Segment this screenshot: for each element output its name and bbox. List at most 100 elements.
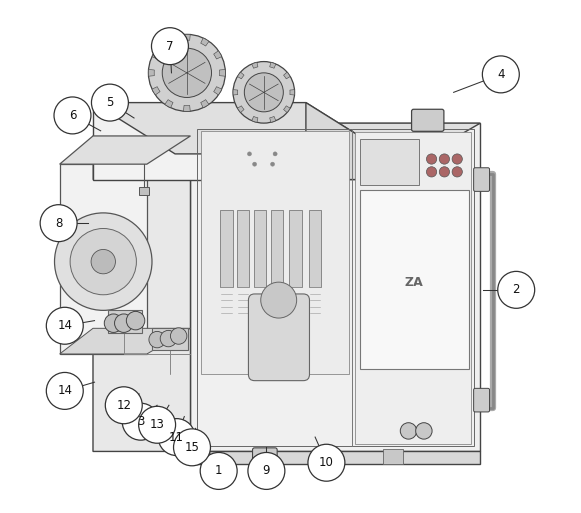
Circle shape bbox=[261, 282, 297, 318]
Circle shape bbox=[400, 423, 417, 439]
Polygon shape bbox=[284, 72, 290, 79]
Polygon shape bbox=[220, 69, 225, 76]
Circle shape bbox=[174, 429, 210, 466]
Circle shape bbox=[248, 152, 252, 156]
Circle shape bbox=[273, 152, 277, 156]
Circle shape bbox=[253, 162, 257, 166]
Polygon shape bbox=[191, 451, 480, 464]
Polygon shape bbox=[184, 34, 190, 40]
Polygon shape bbox=[290, 90, 295, 95]
Circle shape bbox=[152, 28, 188, 65]
Circle shape bbox=[452, 167, 462, 177]
Polygon shape bbox=[148, 69, 155, 76]
Polygon shape bbox=[309, 210, 321, 287]
Circle shape bbox=[200, 452, 237, 489]
Circle shape bbox=[139, 406, 175, 443]
Circle shape bbox=[160, 330, 177, 347]
Circle shape bbox=[149, 331, 166, 348]
Circle shape bbox=[158, 419, 195, 456]
Polygon shape bbox=[214, 87, 222, 95]
Circle shape bbox=[40, 205, 77, 242]
Circle shape bbox=[162, 48, 211, 97]
Text: 1: 1 bbox=[215, 464, 223, 478]
Text: 8: 8 bbox=[55, 216, 62, 230]
Circle shape bbox=[91, 249, 116, 274]
Circle shape bbox=[245, 73, 284, 112]
Polygon shape bbox=[139, 187, 149, 195]
Text: 14: 14 bbox=[58, 384, 72, 398]
Polygon shape bbox=[383, 449, 403, 464]
Text: 4: 4 bbox=[497, 68, 504, 81]
Text: 6: 6 bbox=[69, 109, 76, 122]
Circle shape bbox=[482, 56, 519, 93]
Circle shape bbox=[426, 154, 437, 164]
Polygon shape bbox=[60, 136, 191, 164]
Polygon shape bbox=[271, 210, 284, 287]
Polygon shape bbox=[200, 131, 350, 374]
Polygon shape bbox=[220, 210, 232, 287]
Polygon shape bbox=[289, 210, 302, 287]
Circle shape bbox=[122, 403, 159, 440]
Polygon shape bbox=[252, 63, 258, 68]
Polygon shape bbox=[360, 139, 419, 185]
Text: 14: 14 bbox=[58, 319, 72, 332]
Polygon shape bbox=[152, 51, 160, 59]
Polygon shape bbox=[270, 116, 276, 122]
Circle shape bbox=[233, 62, 295, 123]
Polygon shape bbox=[93, 103, 306, 180]
Polygon shape bbox=[191, 123, 480, 451]
Polygon shape bbox=[306, 103, 388, 180]
Polygon shape bbox=[354, 132, 471, 444]
Polygon shape bbox=[200, 38, 209, 46]
Circle shape bbox=[54, 97, 91, 134]
Polygon shape bbox=[152, 328, 188, 350]
Text: SPECIALISTS: SPECIALISTS bbox=[152, 279, 429, 317]
Circle shape bbox=[415, 423, 432, 439]
FancyBboxPatch shape bbox=[249, 294, 310, 381]
FancyBboxPatch shape bbox=[253, 448, 277, 466]
Text: 3: 3 bbox=[137, 415, 145, 428]
Circle shape bbox=[426, 167, 437, 177]
Circle shape bbox=[170, 328, 187, 344]
Circle shape bbox=[498, 271, 535, 308]
Circle shape bbox=[46, 307, 83, 344]
Circle shape bbox=[439, 167, 450, 177]
Circle shape bbox=[105, 387, 142, 424]
Polygon shape bbox=[238, 106, 244, 112]
Circle shape bbox=[148, 34, 225, 111]
Polygon shape bbox=[284, 106, 290, 112]
Polygon shape bbox=[238, 72, 244, 79]
Polygon shape bbox=[93, 103, 388, 154]
Polygon shape bbox=[152, 87, 160, 95]
Circle shape bbox=[55, 213, 152, 310]
Polygon shape bbox=[252, 116, 258, 122]
Text: 2: 2 bbox=[512, 283, 520, 297]
Text: 5: 5 bbox=[106, 96, 114, 109]
Polygon shape bbox=[60, 328, 191, 354]
Circle shape bbox=[248, 452, 285, 489]
Polygon shape bbox=[93, 123, 191, 180]
Polygon shape bbox=[270, 63, 276, 68]
Circle shape bbox=[271, 162, 275, 166]
Polygon shape bbox=[254, 210, 267, 287]
Circle shape bbox=[91, 84, 128, 121]
FancyBboxPatch shape bbox=[474, 168, 490, 191]
Circle shape bbox=[126, 311, 145, 330]
Polygon shape bbox=[93, 123, 480, 180]
Text: 7: 7 bbox=[166, 40, 174, 53]
Circle shape bbox=[46, 372, 83, 409]
Polygon shape bbox=[237, 210, 249, 287]
Polygon shape bbox=[214, 51, 222, 59]
Circle shape bbox=[114, 314, 133, 332]
Text: 12: 12 bbox=[116, 399, 131, 412]
Polygon shape bbox=[165, 38, 173, 46]
Circle shape bbox=[308, 444, 345, 481]
Text: 10: 10 bbox=[319, 456, 334, 469]
Polygon shape bbox=[360, 190, 469, 369]
Circle shape bbox=[104, 314, 123, 332]
Polygon shape bbox=[60, 164, 147, 354]
Text: 11: 11 bbox=[169, 430, 184, 444]
Text: 9: 9 bbox=[263, 464, 270, 478]
Text: 13: 13 bbox=[150, 418, 164, 431]
FancyBboxPatch shape bbox=[411, 109, 444, 131]
